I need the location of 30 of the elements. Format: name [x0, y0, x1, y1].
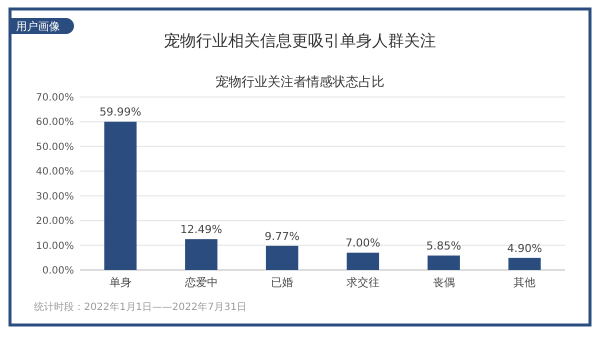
data-label: 12.49%	[180, 223, 222, 236]
y-tick-label: 30.00%	[36, 191, 74, 202]
data-label: 7.00%	[345, 236, 380, 250]
data-label: 9.77%	[264, 230, 300, 243]
y-tick-label: 0.00%	[42, 266, 74, 276]
y-tick-label: 20.00%	[36, 216, 74, 228]
y-tick-label: 60.00%	[36, 117, 74, 128]
bar	[104, 122, 137, 270]
x-tick-label: 其他	[514, 276, 536, 289]
data-label: 5.85%	[426, 240, 462, 253]
bar	[508, 258, 541, 270]
data-label: 59.99%	[99, 106, 142, 119]
y-tick-label: 10.00%	[36, 240, 74, 252]
y-tick-label: 70.00%	[36, 92, 74, 104]
chart-subtitle: 宠物行业关注者情感状态占比	[216, 75, 384, 90]
x-tick-label: 已婚	[271, 276, 294, 289]
x-tick-label: 求交往	[346, 276, 380, 289]
text: 用户画像	[16, 20, 60, 33]
y-tick-label: 50.00%	[36, 142, 74, 153]
x-tick-label: 恋爱中	[184, 276, 218, 289]
y-tick-label: 40.00%	[36, 166, 74, 178]
bar	[185, 239, 218, 270]
chart-title: 宠物行业相关信息更吸引单身人群关注	[164, 31, 436, 50]
bar	[266, 246, 298, 270]
x-tick-label: 单身	[109, 276, 132, 289]
data-label: 4.90%	[507, 242, 542, 255]
text: 统计时段：2022年1月1日——2022年7月31日	[34, 301, 247, 313]
bar	[346, 252, 380, 270]
bar	[428, 256, 460, 270]
x-tick-label: 丧偶	[432, 276, 455, 289]
